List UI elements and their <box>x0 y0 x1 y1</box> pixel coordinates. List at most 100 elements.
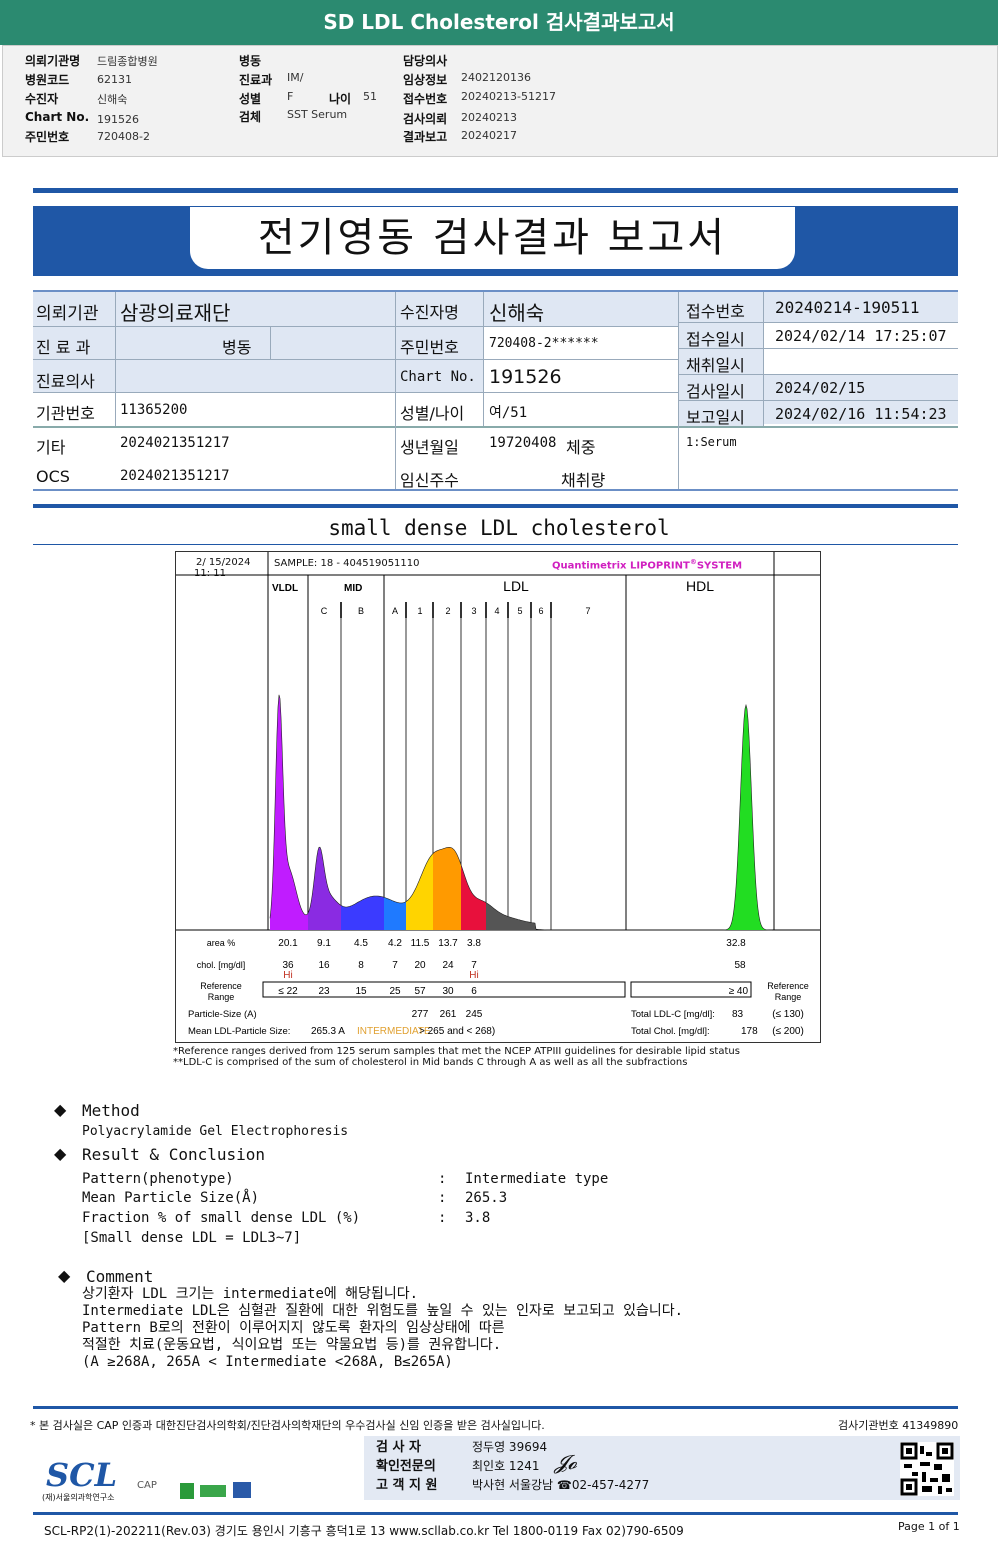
page-number: Page 1 of 1 <box>898 1520 960 1533</box>
particle-size-value: 245 <box>466 1009 483 1020</box>
total-chol-value: 178 <box>741 1026 758 1037</box>
result-value: Intermediate type <box>465 1171 609 1187</box>
label: 임상정보 <box>403 73 448 87</box>
particle-size-value: 277 <box>412 1009 429 1020</box>
area-value: 13.7 <box>438 938 458 949</box>
order-info-panel: 의뢰기관명 드림종합병원 병원코드 62131 수진자 신해숙 Chart No. 19… <box>2 45 998 157</box>
institution-label: 의뢰기관 <box>36 304 99 324</box>
value: IM/ <box>287 71 304 84</box>
result-key: Mean Particle Size(Å) <box>82 1190 260 1206</box>
staff-value: 정두영 39694 <box>472 1440 548 1454</box>
value: SST Serum <box>287 108 348 121</box>
mean-size-range: > 265 and < 268) <box>419 1026 495 1037</box>
ref-box <box>262 981 626 998</box>
ref-value: 6 <box>471 986 477 997</box>
result-value: 3.8 <box>465 1210 491 1226</box>
comment-line: 적절한 치료(운동요법, 식이요법 또는 약물요법 등)를 권유합니다. <box>82 1337 502 1353</box>
chol-value: 16 <box>318 960 330 971</box>
ward-label: 병동 <box>222 338 252 357</box>
ref-value: 23 <box>318 986 330 997</box>
label: Chart No. <box>25 110 90 124</box>
note-1: *Reference ranges derived from 125 serum… <box>173 1046 740 1057</box>
label: 결과보고 <box>403 130 448 144</box>
accreditation-logo <box>233 1482 251 1498</box>
value: 드림종합병원 <box>97 55 158 68</box>
total-ldl-value: 83 <box>732 1009 744 1020</box>
chol-value: 20 <box>414 960 426 971</box>
particle-size-label: Particle-Size (A) <box>188 1009 257 1020</box>
area-value: 11.5 <box>411 938 430 949</box>
value: 신해숙 <box>97 93 128 106</box>
report-time-value: 2024/02/16 11:54:23 <box>775 405 947 423</box>
etc-value: 2024021351217 <box>120 435 230 451</box>
colon: : <box>438 1210 447 1226</box>
sample-id: SAMPLE: 18 - 404519051110 <box>274 558 420 569</box>
label: 주민번호 <box>25 130 70 144</box>
band-label-7: 7 <box>585 606 590 616</box>
label: 검체 <box>239 110 262 124</box>
dept-label: 진 료 과 <box>36 338 91 357</box>
divider <box>33 1406 958 1409</box>
name-value: 신해숙 <box>489 301 545 325</box>
ref-label-right: Reference <box>767 981 809 991</box>
inst-no-value: 11365200 <box>120 402 188 418</box>
staff-values: 정두영 39694 최인호 1241 박사현 서울강남 ☎02-457-4277 <box>472 1438 649 1495</box>
label: 의뢰기관명 <box>25 54 81 68</box>
value: F <box>287 90 294 103</box>
label: 나이 <box>329 92 352 106</box>
note-2: **LDL-C is comprised of the sum of chole… <box>173 1057 688 1068</box>
hdl-chol-value: 58 <box>734 960 746 971</box>
band-label-4: 4 <box>494 606 499 616</box>
section-title: small dense LDL cholesterol <box>328 516 670 540</box>
band-fill-ldl1 <box>406 853 433 930</box>
band-label-B: B <box>358 606 364 616</box>
value: 720408-2 <box>97 130 150 143</box>
dob-value: 19720408 <box>489 435 557 451</box>
band-fill-ldl3 <box>461 864 486 930</box>
colon: : <box>438 1190 447 1206</box>
label: 접수번호 <box>403 92 448 106</box>
dob-label: 생년월일 <box>400 438 459 457</box>
divider <box>33 544 958 545</box>
chart-time: 11: 11 <box>194 568 226 579</box>
institution-value: 삼광의료재단 <box>120 301 231 325</box>
value: 51 <box>363 90 377 103</box>
area-label: area % <box>207 938 236 948</box>
lab-number: 검사기관번호 41349890 <box>838 1419 959 1432</box>
receipt-no-label: 접수번호 <box>686 302 745 321</box>
report-label: 보고일시 <box>686 408 745 427</box>
value: 20240213 <box>461 111 517 124</box>
etc-label: 기타 <box>36 438 66 457</box>
ref-label: Range <box>208 992 235 1002</box>
ref-label: Reference <box>200 981 242 991</box>
chart-value: 191526 <box>489 366 562 388</box>
result-note: [Small dense LDL = LDL3~7] <box>82 1230 302 1246</box>
lipoprint-chart: 2/ 15/2024 11: 11 SAMPLE: 18 - 404519051… <box>175 551 821 1043</box>
collect-label: 채취일시 <box>686 356 745 375</box>
band-fill-ldl2 <box>433 847 461 930</box>
sexage-value: 여/51 <box>489 405 528 421</box>
comment-line: (A ≥268A, 265A < Intermediate <268A, B≤2… <box>82 1354 453 1370</box>
comment-line: Intermediate LDL은 심혈관 질환에 대한 위험도를 높일 수 있… <box>82 1303 684 1319</box>
comment-heading: Comment <box>86 1267 154 1286</box>
band-label-6: 6 <box>538 606 543 616</box>
label: 병원코드 <box>25 73 70 87</box>
chol-label: chol. [mg/dl] <box>197 960 246 970</box>
band-label-5: 5 <box>517 606 522 616</box>
group-label-vldl: VLDL <box>272 583 298 594</box>
ref-value: ≤ 22 <box>278 986 298 997</box>
accreditation-logo <box>180 1483 194 1499</box>
area-value: 20.1 <box>278 938 298 949</box>
staff-labels: 검 사 자 확인전문의 고 객 지 원 <box>376 1438 437 1495</box>
label: 검사의뢰 <box>403 112 448 126</box>
colon: : <box>438 1171 447 1187</box>
staff-label: 고 객 지 원 <box>376 1478 438 1493</box>
value: 191526 <box>97 113 139 126</box>
diamond-bullet-icon: ◆ <box>58 1266 71 1285</box>
label: 병동 <box>239 54 262 68</box>
footer-address: SCL-RP2(1)-202211(Rev.03) 경기도 용인시 기흥구 흥덕… <box>44 1524 684 1538</box>
brand-text-2: SYSTEM <box>696 560 743 572</box>
preg-label: 임신주수 <box>400 471 459 490</box>
comment-body: 상기환자 LDL 크기는 intermediate에 해당됩니다. Interm… <box>82 1286 683 1371</box>
